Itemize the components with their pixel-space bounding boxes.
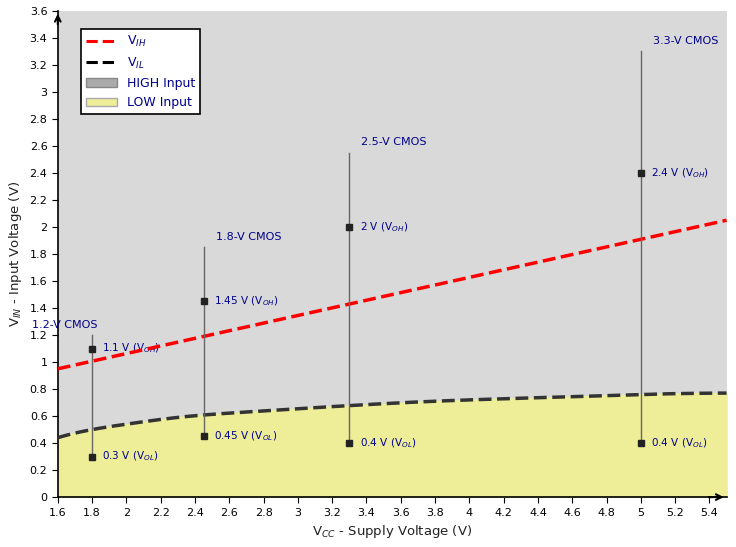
Text: 0.4 V (V$_{OL}$): 0.4 V (V$_{OL}$)	[651, 437, 708, 450]
Text: 3.3-V CMOS: 3.3-V CMOS	[653, 36, 718, 46]
Text: 2 V (V$_{OH}$): 2 V (V$_{OH}$)	[360, 220, 408, 234]
Text: 1.1 V (V$_{OH}$): 1.1 V (V$_{OH}$)	[102, 342, 160, 356]
Text: 1.8-V CMOS: 1.8-V CMOS	[216, 232, 281, 242]
Text: 0.3 V (V$_{OL}$): 0.3 V (V$_{OL}$)	[102, 450, 159, 463]
Text: 1.2-V CMOS: 1.2-V CMOS	[32, 319, 98, 330]
Y-axis label: V$_{IN}$ - Input Voltage (V): V$_{IN}$ - Input Voltage (V)	[7, 181, 24, 327]
Text: 0.4 V (V$_{OL}$): 0.4 V (V$_{OL}$)	[360, 437, 417, 450]
X-axis label: V$_{CC}$ - Supply Voltage (V): V$_{CC}$ - Supply Voltage (V)	[312, 523, 473, 540]
Text: 2.5-V CMOS: 2.5-V CMOS	[361, 137, 427, 147]
Text: 1.45 V (V$_{OH}$): 1.45 V (V$_{OH}$)	[214, 294, 278, 308]
Text: 0.45 V (V$_{OL}$): 0.45 V (V$_{OL}$)	[214, 429, 277, 443]
Legend: V$_{IH}$, V$_{IL}$, HIGH Input, LOW Input: V$_{IH}$, V$_{IL}$, HIGH Input, LOW Inpu…	[81, 30, 200, 114]
Text: 2.4 V (V$_{OH}$): 2.4 V (V$_{OH}$)	[651, 166, 710, 180]
